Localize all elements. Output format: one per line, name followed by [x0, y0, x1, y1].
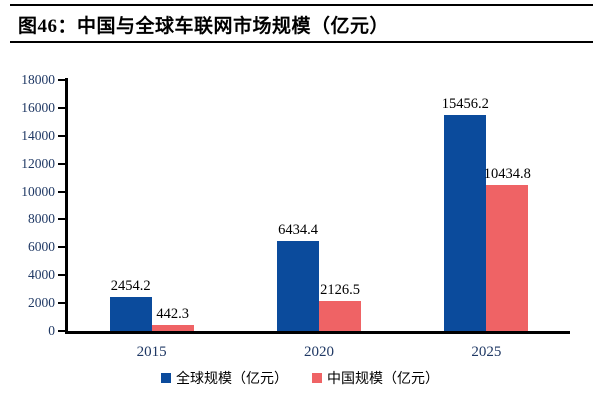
bar-global-2020 [277, 241, 319, 331]
figure-title: 图46：中国与全球车联网市场规模（亿元） [18, 16, 390, 37]
x-category-label: 2025 [471, 344, 502, 360]
y-axis-tick [58, 274, 65, 277]
bar-value-label: 442.3 [156, 305, 189, 322]
y-axis-tick [58, 246, 65, 249]
y-axis-tick [58, 302, 65, 305]
legend-item-global: 全球规模（亿元） [161, 368, 288, 388]
legend-label: 全球规模（亿元） [176, 372, 288, 387]
y-axis-tick-label: 0 [48, 323, 55, 338]
bar-value-label: 6434.4 [278, 222, 318, 239]
y-axis-tick [58, 162, 65, 165]
bar-china-2020 [319, 301, 361, 331]
x-category-label: 2020 [304, 344, 334, 360]
y-axis-tick-label: 10000 [21, 183, 55, 199]
y-axis-tick-label: 6000 [28, 239, 55, 255]
y-axis-tick-label: 18000 [21, 72, 55, 87]
y-axis-tick-label: 14000 [21, 127, 55, 143]
y-axis-tick-label: 16000 [21, 99, 55, 115]
bar-value-label: 15456.2 [441, 96, 489, 113]
y-axis-tick-label: 2000 [28, 295, 55, 311]
y-axis-tick [58, 106, 65, 109]
y-axis-tick-label: 4000 [28, 267, 55, 283]
legend-item-china: 中国规模（亿元） [312, 368, 439, 388]
bar-value-label: 2126.5 [320, 282, 360, 299]
y-axis-tick [58, 330, 65, 332]
bar-china-2025 [486, 185, 529, 331]
bar-global-2025 [444, 115, 487, 331]
chart-legend: 全球规模（亿元） 中国规模（亿元） [0, 368, 600, 388]
top-divider [10, 4, 593, 6]
y-axis-tick [58, 190, 65, 193]
bar-global-2015 [109, 296, 152, 331]
legend-swatch-icon [161, 373, 171, 383]
y-axis-tick-label: 12000 [21, 155, 55, 171]
y-axis-tick [58, 218, 65, 221]
y-axis-line [65, 78, 68, 334]
x-axis-line [65, 331, 570, 334]
bar-value-label: 10434.8 [483, 166, 531, 183]
legend-swatch-icon [312, 373, 322, 383]
bar-value-label: 2454.2 [110, 277, 151, 294]
title-underline-divider [10, 41, 593, 43]
legend-label: 中国规模（亿元） [327, 372, 439, 387]
bar-china-2015 [151, 324, 194, 331]
y-axis-tick-label: 8000 [28, 211, 55, 227]
x-category-label: 2015 [136, 344, 167, 360]
y-axis-tick [58, 134, 65, 137]
y-axis-tick [58, 79, 65, 81]
